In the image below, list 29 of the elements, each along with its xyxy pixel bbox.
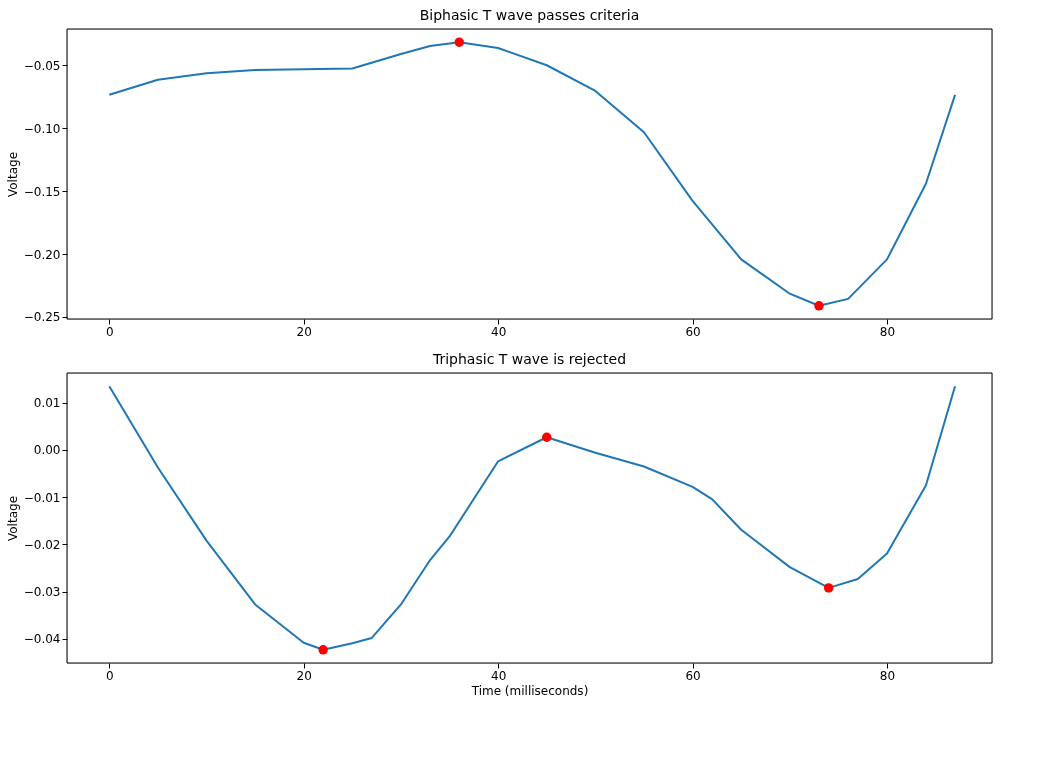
x-tick-label: 0	[105, 668, 114, 683]
y-tick-label: 0.00	[33, 443, 61, 458]
y-tick-label: −0.15	[23, 184, 61, 199]
y-tick-label: 0.01	[33, 396, 61, 411]
x-tick-label: 80	[879, 668, 896, 683]
x-axis-title: Time (milliseconds)	[470, 683, 589, 698]
y-tick-label: −0.03	[23, 585, 61, 600]
y-tick-label: −0.20	[23, 247, 61, 262]
y-tick-label: −0.02	[23, 537, 61, 552]
y-axis-title: Voltage	[5, 495, 20, 542]
y-tick-label: −0.25	[23, 310, 61, 325]
point	[318, 645, 328, 655]
y-tick-label: −0.01	[23, 490, 61, 505]
point	[823, 583, 834, 593]
x-tick-label: 80	[879, 324, 896, 339]
x-tick-label: 60	[685, 668, 701, 683]
point	[542, 432, 552, 442]
y-tick-label: −0.10	[23, 121, 61, 136]
y-tick-label: −0.05	[23, 58, 61, 73]
chart-title: Biphasic T wave passes criteria	[419, 6, 640, 23]
x-tick-label: 60	[685, 324, 701, 339]
x-tick-label: 40	[491, 668, 507, 683]
chart-title: Triphasic T wave is rejected	[431, 350, 627, 367]
x-tick-label: 40	[491, 324, 507, 339]
x-tick-label: 0	[105, 324, 114, 339]
y-axis-title: Voltage	[5, 151, 20, 198]
x-tick-label: 20	[296, 668, 312, 683]
x-tick-label: 20	[296, 324, 312, 339]
y-tick-label: −0.04	[23, 632, 61, 647]
